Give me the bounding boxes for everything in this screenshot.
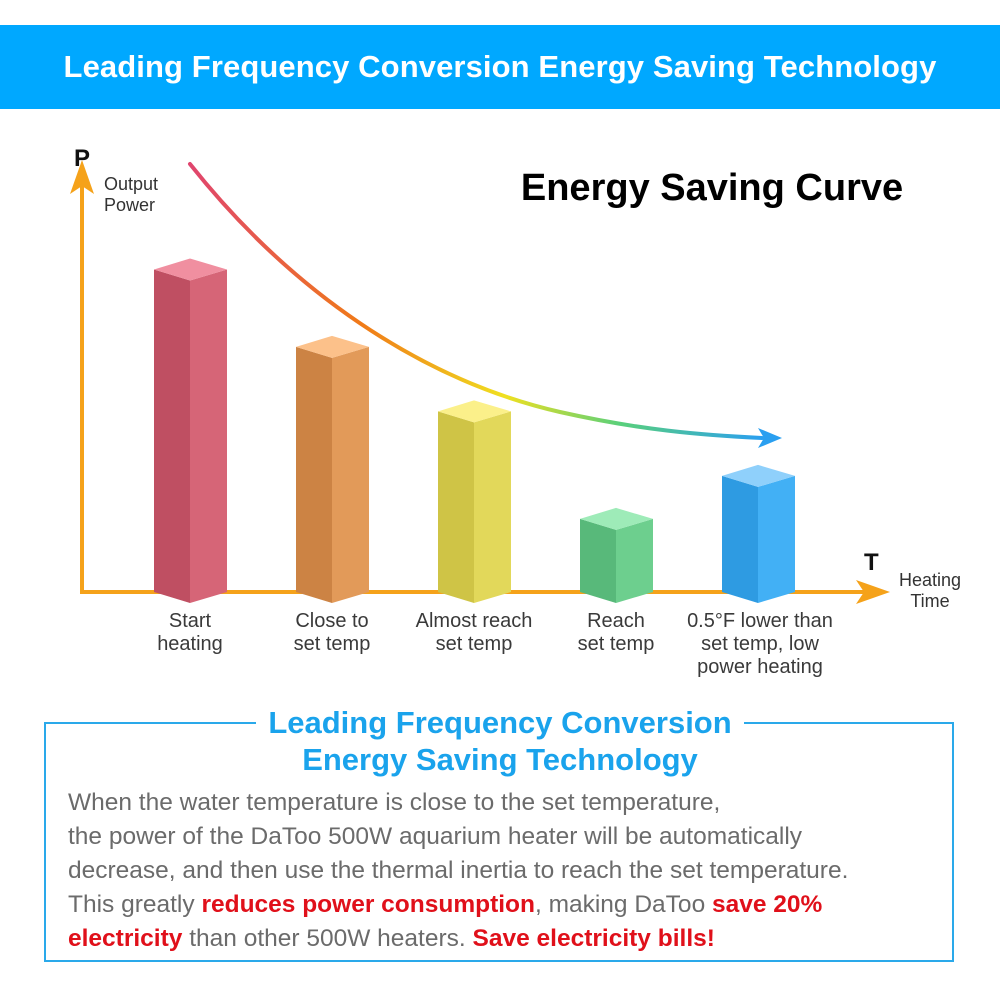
banner-title: Leading Frequency Conversion Energy Savi… xyxy=(63,49,937,84)
info-line-1: When the water temperature is close to t… xyxy=(68,789,721,816)
bar-front-face xyxy=(332,346,369,603)
x-tick-label: 0.5°F lower than set temp, low power heati… xyxy=(687,610,833,678)
highlight-save-20: save 20% xyxy=(712,891,823,918)
highlight-save-bills: Save electricity bills! xyxy=(472,925,715,952)
info-line-3: decrease, and then use the thermal inert… xyxy=(68,857,849,884)
highlight-electricity: electricity xyxy=(68,925,183,952)
y-axis-label-line2: Power xyxy=(104,195,155,215)
bar-side-face xyxy=(438,411,474,603)
info-heading-line2: Energy Saving Technology xyxy=(302,742,698,777)
energy-saving-chart: P Output Power T Heating Time Energy Sav… xyxy=(70,145,961,678)
bar-side-face xyxy=(296,346,332,603)
bar-top-face xyxy=(722,464,795,487)
x-tick-label-line: Almost reach xyxy=(416,610,533,632)
bar-side-face xyxy=(722,475,758,603)
bar-side-face xyxy=(154,269,190,603)
x-tick-label-line: set temp xyxy=(436,633,513,655)
x-tick-label-line: set temp, low xyxy=(701,633,819,655)
x-tick-label: Reach set temp xyxy=(578,610,655,655)
info-heading-line1: Leading Frequency Conversion xyxy=(256,705,744,740)
bar-top-face xyxy=(296,335,369,358)
info-text: , making DaToo xyxy=(534,891,712,918)
bar-top-face xyxy=(438,400,511,423)
info-line-5: electricity than other 500W heaters. Sav… xyxy=(68,922,948,956)
x-tick-label-line: Reach xyxy=(587,610,645,632)
x-tick-label-line: set temp xyxy=(294,633,371,655)
x-tick-label-line: Close to xyxy=(295,610,368,632)
y-axis-symbol: P xyxy=(74,145,90,172)
info-text: This greatly xyxy=(68,891,202,918)
bar-front-face xyxy=(190,269,227,603)
bar-side-face xyxy=(580,518,616,603)
y-axis-arrow-icon xyxy=(70,160,94,194)
bar-1 xyxy=(154,258,227,603)
info-text: than other 500W heaters. xyxy=(182,925,473,952)
x-tick-label-line: set temp xyxy=(578,633,655,655)
bars-group xyxy=(154,258,795,603)
x-tick-label-line: 0.5°F lower than xyxy=(687,610,833,632)
y-axis-label-line1: Output xyxy=(104,174,158,194)
info-line-2: the power of the DaToo 500W aquarium hea… xyxy=(68,823,803,850)
trend-arrow-icon xyxy=(758,428,782,448)
top-banner: Leading Frequency Conversion Energy Savi… xyxy=(0,25,1000,109)
bar-front-face xyxy=(616,518,653,603)
bar-front-face xyxy=(758,475,795,603)
info-body: When the water temperature is close to t… xyxy=(68,786,948,956)
bar-2 xyxy=(296,335,369,603)
x-tick-label-line: Start xyxy=(169,610,212,632)
bar-3 xyxy=(438,400,511,603)
x-axis-symbol: T xyxy=(864,549,879,576)
x-tick-label: Close to set temp xyxy=(294,610,371,655)
x-tick-label: Start heating xyxy=(157,610,223,655)
trend-curve xyxy=(188,162,764,440)
highlight-reduces-power: reduces power consumption xyxy=(201,891,535,918)
info-line-4: This greatly reduces power consumption, … xyxy=(68,888,948,922)
x-tick-label-line: power heating xyxy=(697,656,823,678)
x-axis-label-line2: Time xyxy=(910,591,949,611)
bar-top-face xyxy=(154,258,227,281)
chart-title: Energy Saving Curve xyxy=(521,167,903,209)
info-heading: Leading Frequency Conversion Energy Savi… xyxy=(0,704,1000,778)
x-tick-label-line: heating xyxy=(157,633,223,655)
x-axis-label-line1: Heating xyxy=(899,570,961,590)
x-tick-label: Almost reach set temp xyxy=(416,610,533,655)
bar-top-face xyxy=(580,507,653,530)
x-axis-arrow-icon xyxy=(856,580,890,604)
bar-4 xyxy=(580,507,653,603)
bar-front-face xyxy=(474,411,511,603)
bar-5 xyxy=(722,464,795,603)
